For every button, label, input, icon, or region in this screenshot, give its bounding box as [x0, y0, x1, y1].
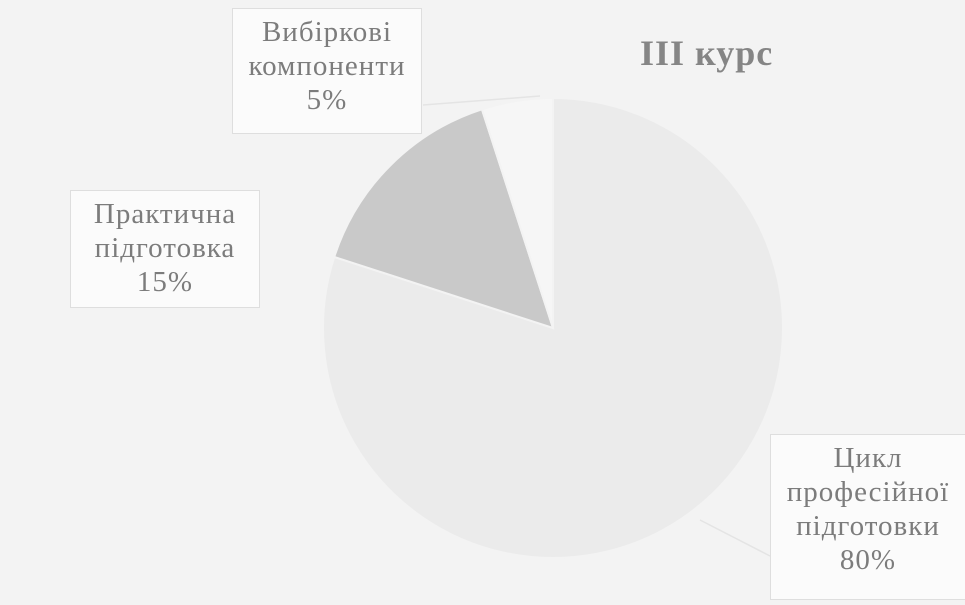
slice-label-line: підготовки: [796, 510, 940, 542]
pie-slice-praktychna-pidhotovka: [332, 107, 555, 330]
slice-value-label: 5%: [306, 84, 348, 116]
slice-value-label: 15%: [136, 266, 194, 298]
chart-title: III курс: [640, 33, 774, 73]
slice-value-label: 80%: [839, 544, 897, 576]
slice-label-praktychna-pidhotovka: Практична підготовка 15%: [70, 190, 260, 308]
pie-slice-tsykl-profesiinoi-pidhotovky: [322, 96, 784, 559]
slice-label-line: Практична: [93, 198, 237, 230]
slice-label-tsykl-profesiinoi-pidhotovky: Цикл професійної підготовки 80%: [770, 434, 965, 600]
slice-label-line: підготовка: [94, 232, 236, 264]
slice-label-line: компоненти: [248, 50, 406, 82]
slice-label-line: Вибіркові: [261, 16, 393, 48]
slice-label-line: професійної: [786, 476, 950, 508]
slice-label-vybirkovi-komponenty: Вибіркові компоненти 5%: [232, 8, 422, 134]
leader-line-vybirkovi: [422, 95, 541, 106]
leader-line-tsykl: [699, 519, 771, 557]
pie-slice-vybirkovi-komponenty: [480, 96, 554, 329]
slice-label-line: Цикл: [833, 442, 903, 474]
